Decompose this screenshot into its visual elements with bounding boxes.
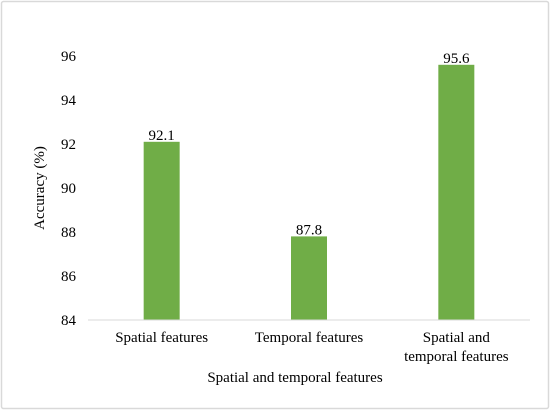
x-tick-label: Spatial and temporal features — [404, 330, 509, 365]
y-axis-ticks: 84 86 88 90 92 94 96 — [61, 49, 77, 329]
bar — [438, 64, 475, 320]
x-tick-label: Spatial features — [115, 330, 208, 346]
x-axis-ticks: Spatial features Temporal features Spatial… — [115, 330, 509, 365]
y-tick-label: 92 — [61, 137, 76, 153]
x-axis-title: Spatial and temporal features — [207, 370, 383, 386]
data-labels: 92.1 87.8 95.6 — [149, 51, 470, 239]
bar — [291, 236, 327, 320]
y-tick-label: 96 — [61, 49, 77, 65]
x-tick-label: Temporal features — [255, 330, 364, 346]
bar-value-label: 92.1 — [149, 128, 175, 144]
y-tick-label: 86 — [61, 269, 77, 285]
y-tick-label: 90 — [61, 181, 76, 197]
bars — [143, 64, 475, 320]
bar-value-label: 87.8 — [296, 222, 322, 238]
y-tick-label: 88 — [61, 225, 76, 241]
y-axis-title: Accuracy (%) — [32, 146, 48, 230]
y-tick-label: 84 — [61, 313, 77, 329]
bar-value-label: 95.6 — [443, 51, 470, 67]
bar — [143, 141, 180, 320]
y-tick-label: 94 — [61, 93, 77, 109]
